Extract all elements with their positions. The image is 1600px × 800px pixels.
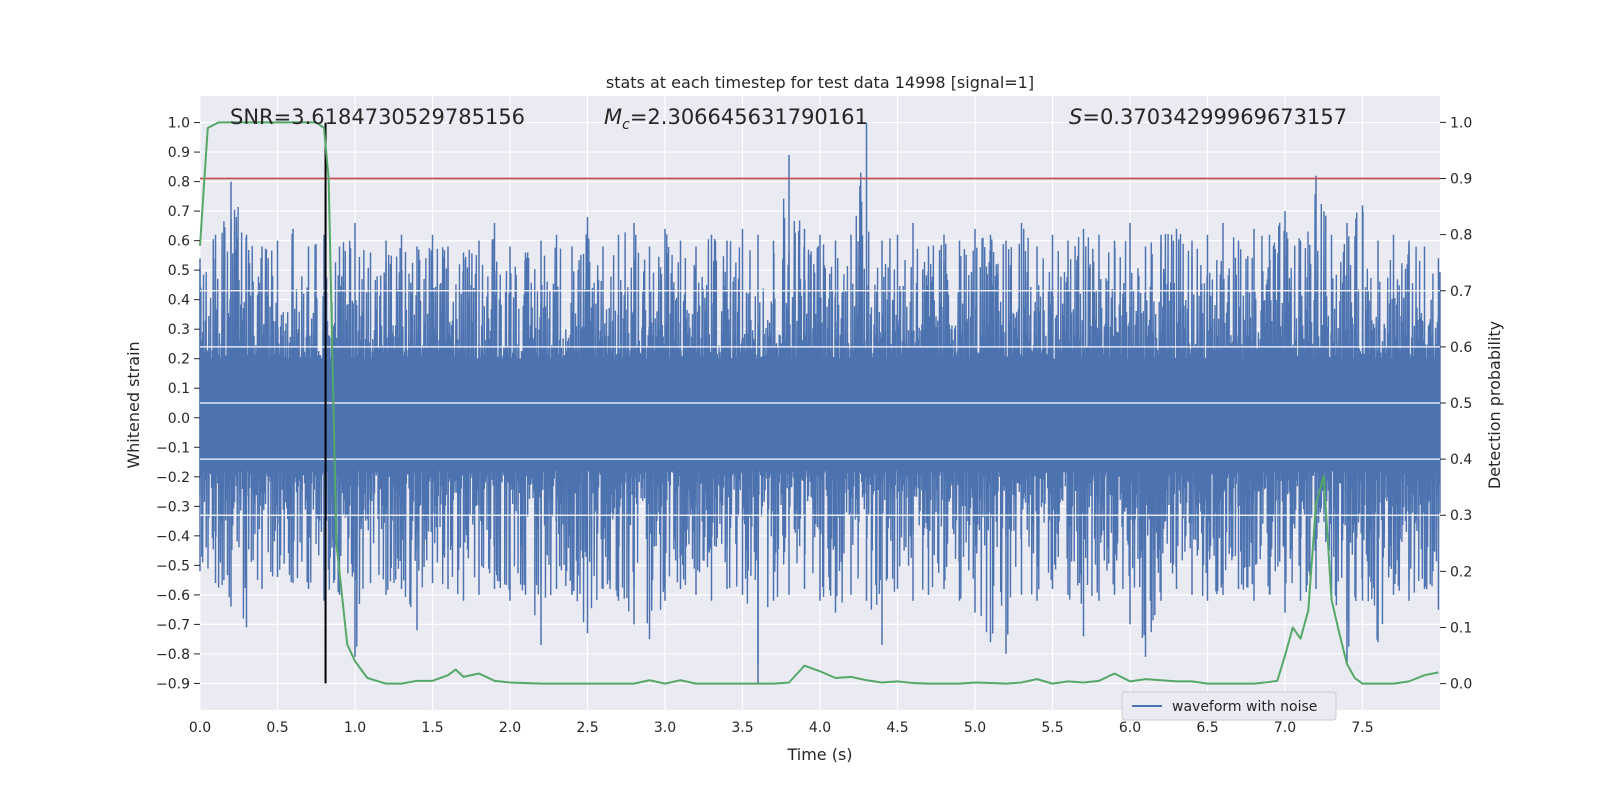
right-y-tick-label: 0.9 [1450, 172, 1472, 188]
y-tick-label: 0.1 [168, 381, 190, 397]
detection-probability-line [199, 121, 1439, 685]
y-tick-label: 0.3 [168, 322, 190, 338]
y-tick-label: −0.5 [156, 558, 190, 574]
x-tick-label: 4.5 [886, 720, 908, 736]
y-axis-label: Whitened strain [124, 341, 143, 468]
right-y-tick-label: 0.8 [1450, 228, 1472, 244]
right-y-tick-label: 1.0 [1450, 115, 1472, 131]
x-tick-label: 4.0 [809, 720, 831, 736]
y-axis-ticks: −0.9 −0.8 −0.7 −0.6 −0.5 −0.4 −0.3 −0.2 −0.1 0.0 0… [156, 116, 200, 692]
x-tick-label: 1.5 [421, 720, 443, 736]
x-axis-label: Time (s) [786, 745, 852, 764]
x-tick-label: 5.0 [964, 720, 986, 736]
x-tick-label: 2.5 [576, 720, 598, 736]
y-tick-label: −0.8 [156, 647, 190, 663]
x-tick-label: 1.0 [344, 720, 366, 736]
y-tick-label: −0.6 [156, 588, 190, 604]
y-tick-label: 0.2 [168, 352, 190, 368]
x-tick-label: 0.0 [189, 720, 211, 736]
waveform-series [199, 122, 1441, 684]
y-tick-label: 0.0 [168, 411, 190, 427]
x-tick-label: 7.0 [1274, 720, 1296, 736]
x-tick-label: 5.5 [1041, 720, 1063, 736]
y-tick-label: −0.4 [156, 529, 190, 545]
right-y-tick-label: 0.7 [1450, 284, 1472, 300]
right-y-tick-label: 0.5 [1450, 396, 1472, 412]
s-statistic-annotation: S=0.37034299969673157 [1069, 105, 1347, 129]
x-tick-label: 3.5 [731, 720, 753, 736]
right-y-tick-label: 0.4 [1450, 452, 1472, 468]
right-y-tick-label: 0.3 [1450, 508, 1472, 524]
right-y-axis-ticks: 0.0 0.1 0.2 0.3 0.4 0.5 0.6 0.7 0.8 0.9 1.0 [1440, 115, 1472, 693]
x-tick-label: 7.5 [1351, 720, 1373, 736]
snr-annotation: SNR=3.6184730529785156 [230, 105, 525, 129]
y-tick-label: 0.9 [168, 145, 190, 161]
y-tick-label: −0.3 [156, 499, 190, 515]
x-tick-label: 0.5 [266, 720, 288, 736]
y-tick-label: −0.2 [156, 470, 190, 486]
legend-box [1121, 691, 1337, 721]
overlay-lines [199, 121, 1440, 685]
x-tick-label: 6.0 [1119, 720, 1141, 736]
legend: waveform with noise [1121, 691, 1337, 721]
y-tick-label: 1.0 [168, 116, 190, 132]
x-tick-label: 2.0 [499, 720, 521, 736]
legend-label-waveform: waveform with noise [1172, 699, 1317, 715]
right-y-tick-label: 0.2 [1450, 564, 1472, 580]
y-tick-label: 0.5 [168, 263, 190, 279]
y-tick-label: −0.1 [156, 440, 190, 456]
x-axis-ticks: 0.0 0.5 1.0 1.5 2.0 2.5 3.0 3.5 4.0 4.5 5.0 5.5 6.0 6… [189, 720, 1374, 736]
y-tick-label: 0.8 [168, 175, 190, 191]
y-tick-label: 0.7 [168, 204, 190, 220]
y-tick-label: −0.7 [156, 617, 190, 633]
chirp-mass-annotation: Mc=2.306645631790161 [604, 105, 868, 133]
right-y-tick-label: 0.0 [1450, 677, 1472, 693]
right-y-tick-label: 0.1 [1450, 620, 1472, 636]
x-tick-label: 3.0 [654, 720, 676, 736]
y-tick-label: 0.4 [168, 293, 190, 309]
y-tick-label: 0.6 [168, 234, 190, 250]
right-y-tick-label: 0.6 [1450, 340, 1472, 356]
chart-title: stats at each timestep for test data 149… [606, 73, 1034, 92]
x-tick-label: 6.5 [1196, 720, 1218, 736]
right-y-axis-label: Detection probability [1485, 321, 1504, 489]
y-tick-label: −0.9 [156, 676, 190, 692]
